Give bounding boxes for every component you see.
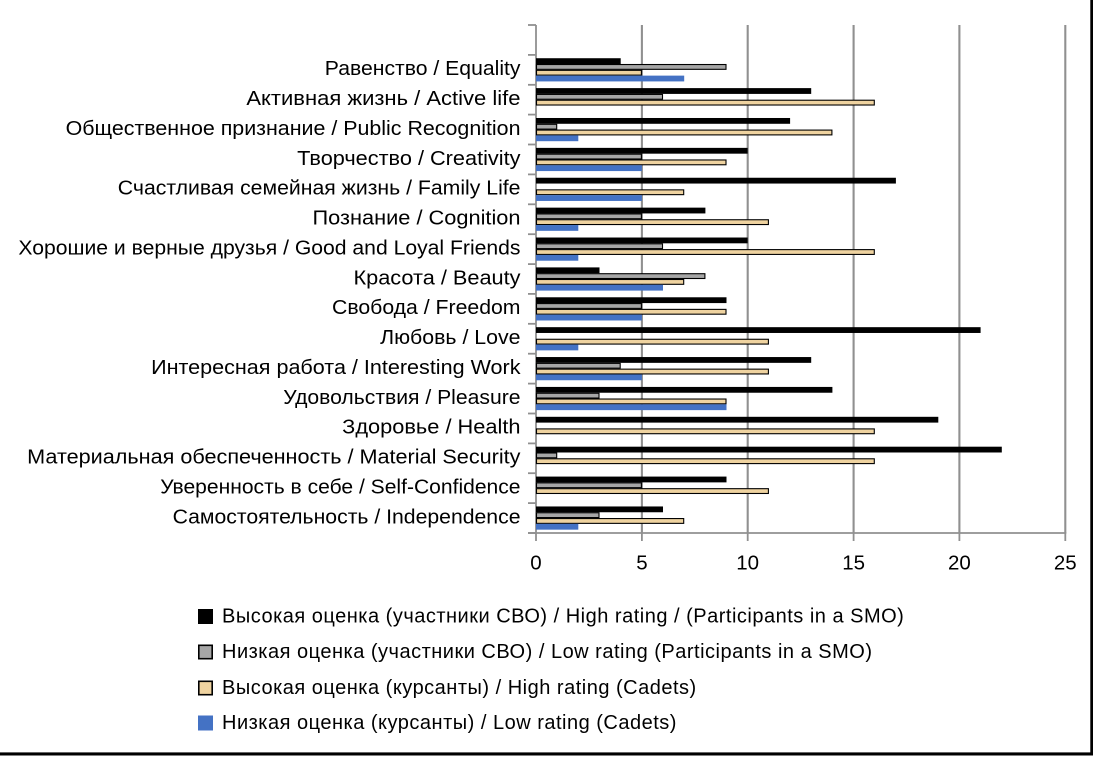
- svg-text:Любовь / Love: Любовь / Love: [380, 327, 520, 349]
- svg-text:0: 0: [530, 552, 541, 575]
- svg-text:Свобода / Freedom: Свобода / Freedom: [332, 297, 521, 319]
- svg-text:5: 5: [636, 552, 647, 575]
- svg-text:Общественное признание / Publi: Общественное признание / Public Recognit…: [66, 118, 521, 140]
- svg-text:10: 10: [736, 552, 759, 575]
- svg-text:Хорошие и верные друзья / Good: Хорошие и верные друзья / Good and Loyal…: [18, 237, 520, 259]
- svg-text:Красота / Beauty: Красота / Beauty: [354, 267, 521, 289]
- svg-text:Активная жизнь / Active life: Активная жизнь / Active life: [246, 88, 520, 110]
- svg-text:Интересная работа / Interestin: Интересная работа / Interesting Work: [151, 357, 521, 379]
- svg-text:Низкая оценка (участники СВО): Низкая оценка (участники СВО) / Low rati…: [222, 641, 873, 663]
- svg-text:Здоровье / Health: Здоровье / Health: [342, 417, 520, 439]
- svg-text:25: 25: [1054, 552, 1077, 575]
- svg-text:Материальная обеспеченность /: Материальная обеспеченность / Material S…: [27, 447, 520, 469]
- svg-text:Познание / Cognition: Познание / Cognition: [313, 208, 521, 230]
- svg-text:Высокая оценка (курсанты) / Hi: Высокая оценка (курсанты) / High rating …: [222, 677, 697, 699]
- svg-text:Самостоятельность / Independen: Самостоятельность / Independence: [173, 506, 521, 528]
- svg-text:Счастливая семейная жизнь / Fa: Счастливая семейная жизнь / Family Life: [118, 178, 521, 200]
- svg-text:Уверенность в себе / Self-Conf: Уверенность в себе / Self-Confidence: [160, 477, 520, 499]
- svg-text:Высокая оценка (участники СВО): Высокая оценка (участники СВО) / High ra…: [222, 606, 904, 628]
- svg-text:Равенство / Equality: Равенство / Equality: [325, 58, 521, 80]
- svg-text:Удовольствия / Pleasure: Удовольствия / Pleasure: [283, 387, 520, 409]
- svg-text:20: 20: [948, 552, 971, 575]
- svg-text:Творчество / Creativity: Творчество / Creativity: [297, 148, 520, 170]
- svg-text:Низкая оценка (курсанты) / Low: Низкая оценка (курсанты) / Low rating (C…: [222, 712, 677, 734]
- svg-text:15: 15: [842, 552, 865, 575]
